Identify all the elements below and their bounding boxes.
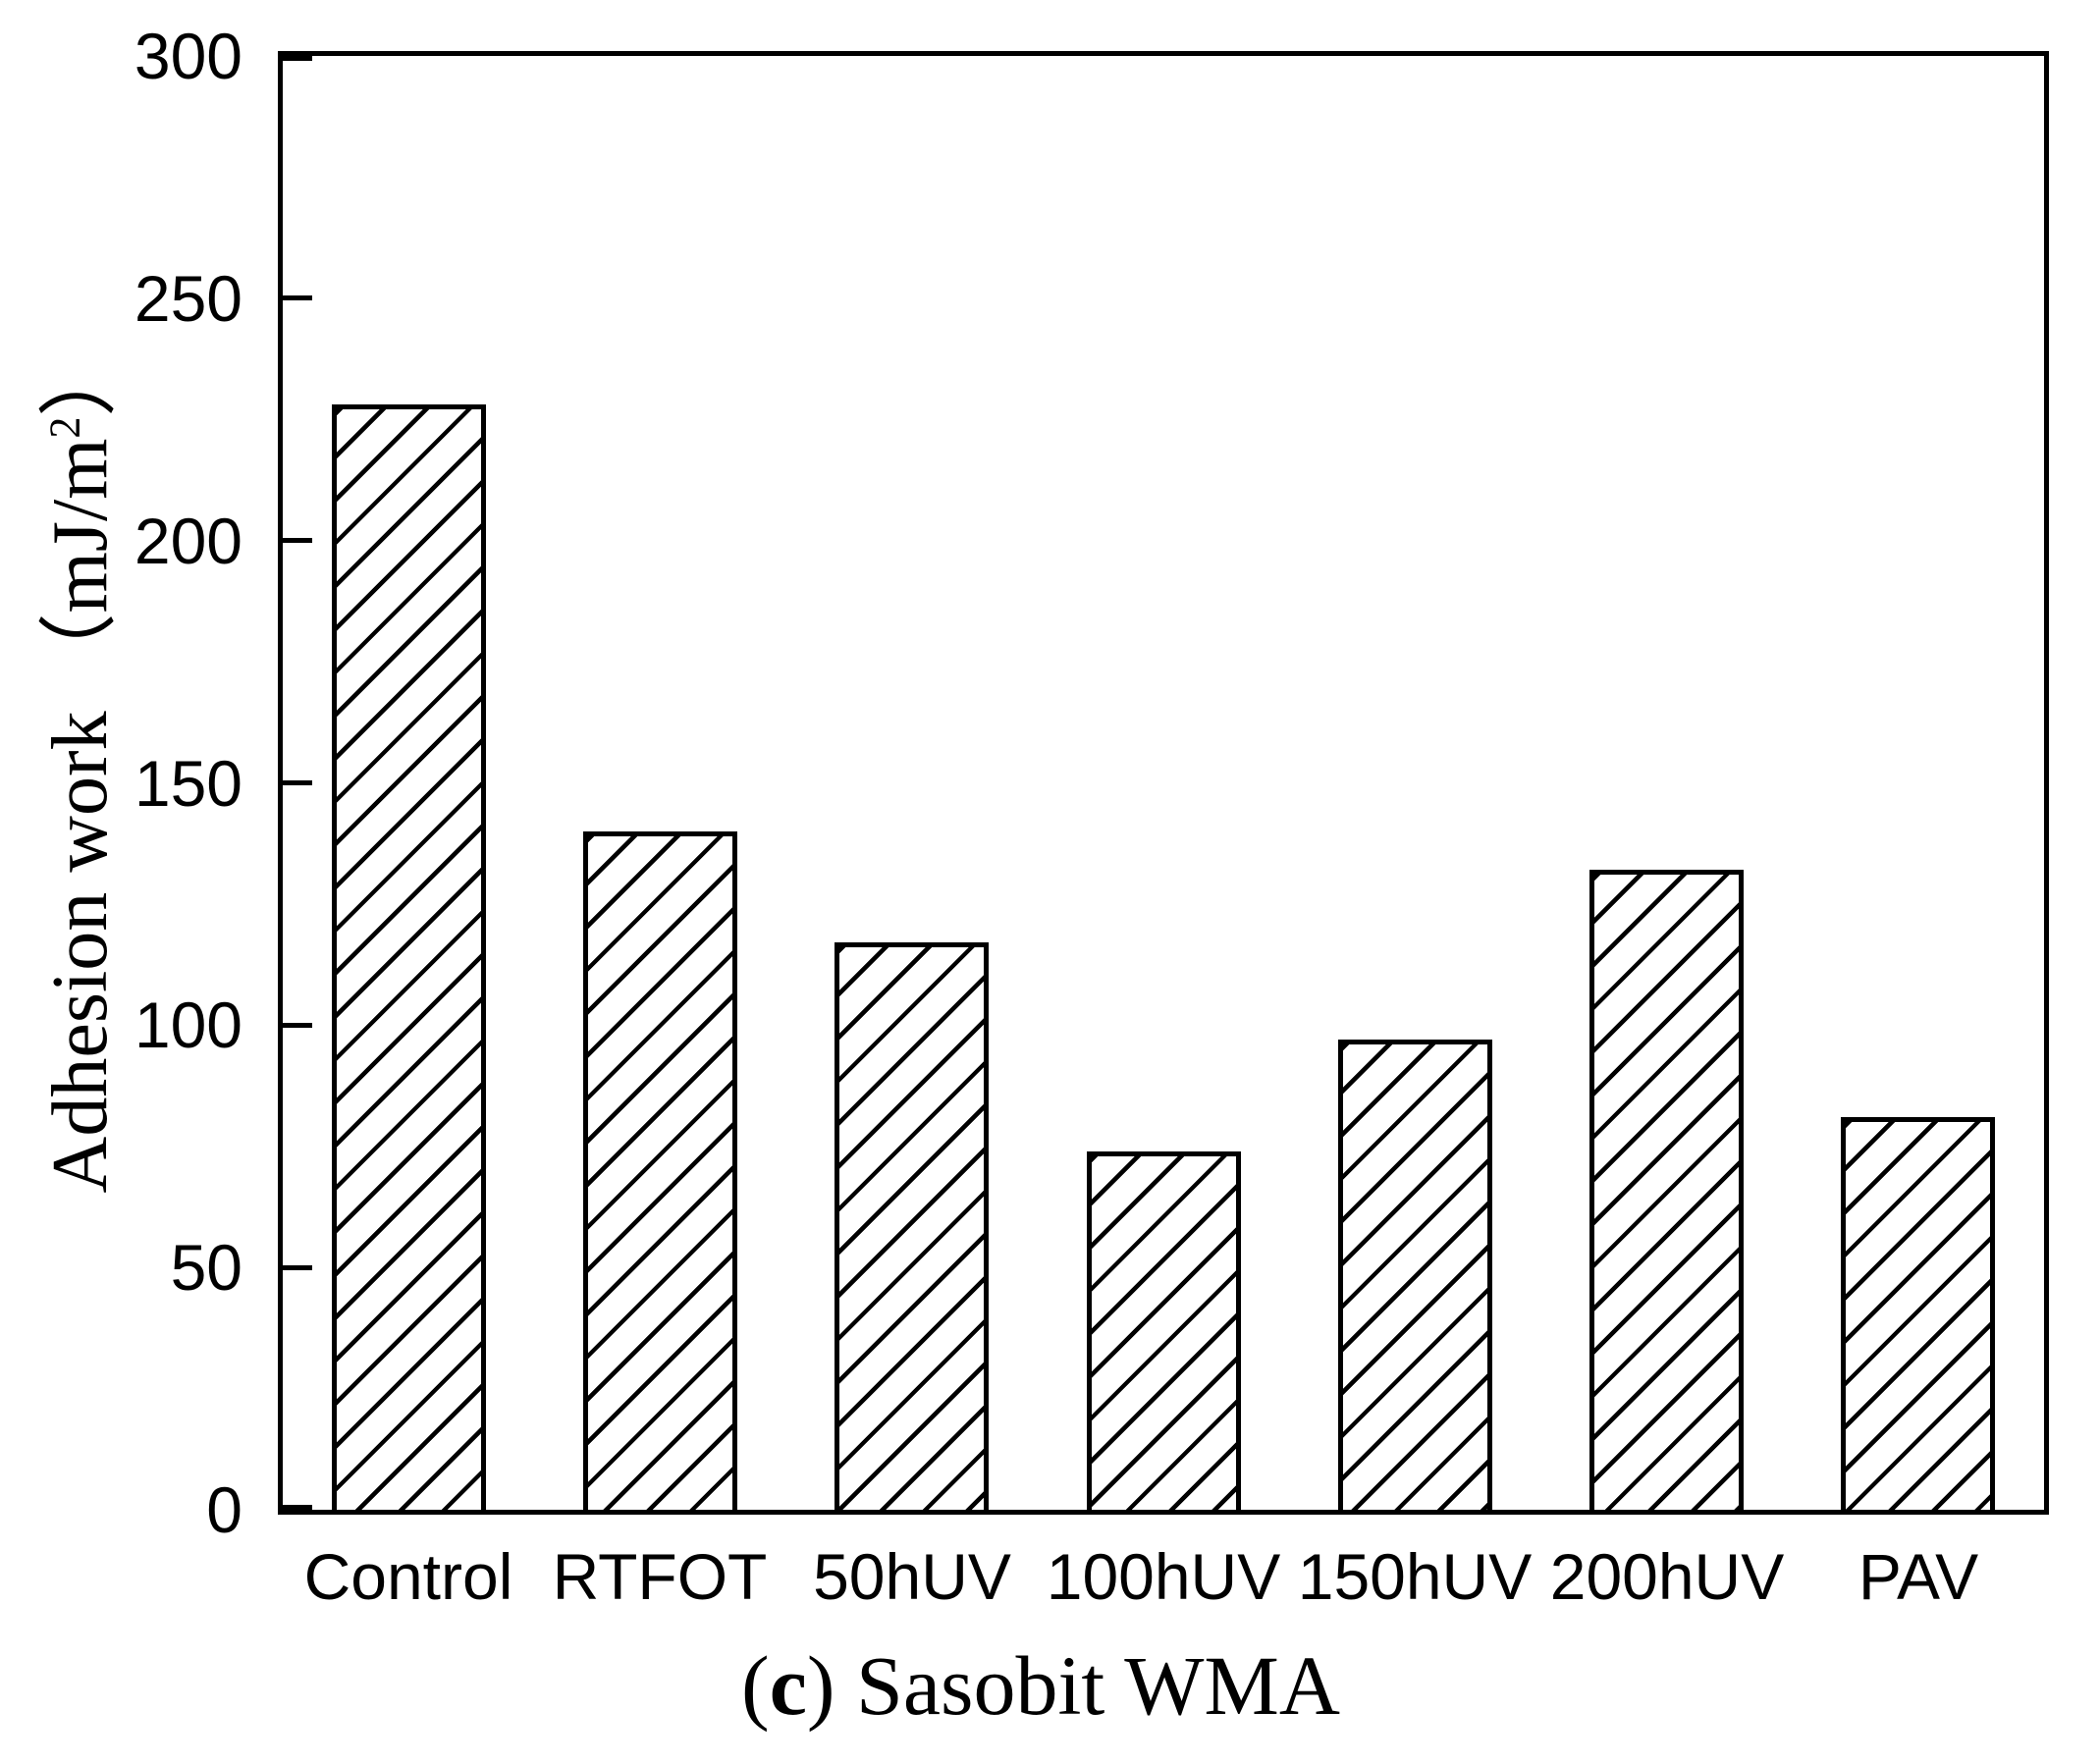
bar-RTFOT — [583, 831, 737, 1510]
y-tick-200 — [283, 538, 312, 543]
y-tick-150 — [283, 780, 312, 785]
y-tick-label-250: 250 — [134, 262, 242, 335]
x-tick-label-RTFOT: RTFOT — [552, 1540, 768, 1613]
x-tick-label-150hUV: 150hUV — [1297, 1540, 1533, 1613]
caption-letter: c — [769, 1638, 807, 1733]
plot-area — [278, 51, 2049, 1515]
y-tick-label-50: 50 — [170, 1231, 242, 1304]
y-tick-label-150: 150 — [134, 747, 242, 820]
y-tick-label-100: 100 — [134, 989, 242, 1061]
y-tick-label-200: 200 — [134, 505, 242, 577]
y-tick-250 — [283, 295, 312, 300]
y-tick-label-300: 300 — [134, 20, 242, 92]
x-tick-label-PAV: PAV — [1858, 1540, 1979, 1613]
bar-100hUV — [1087, 1151, 1241, 1510]
chart-caption: (c) Sasobit WMA — [255, 1631, 1826, 1739]
bar-150hUV — [1338, 1040, 1492, 1510]
y-axis-title-superscript: 2 — [40, 416, 89, 439]
y-tick-label-0: 0 — [206, 1473, 242, 1546]
y-tick-50 — [283, 1265, 312, 1270]
x-tick-label-100hUV: 100hUV — [1046, 1540, 1281, 1613]
bar-PAV — [1841, 1117, 1995, 1510]
caption-text: ) Sasobit WMA — [806, 1638, 1340, 1733]
y-tick-100 — [283, 1023, 312, 1028]
y-tick-0 — [283, 1505, 312, 1510]
y-tick-300 — [283, 56, 312, 61]
caption-paren-open: ( — [741, 1638, 770, 1733]
bar-Control — [332, 404, 486, 1510]
x-tick-label-200hUV: 200hUV — [1549, 1540, 1785, 1613]
bar-50hUV — [835, 942, 989, 1510]
x-tick-label-50hUV: 50hUV — [813, 1540, 1011, 1613]
bar-200hUV — [1589, 870, 1744, 1510]
x-tick-label-Control: Control — [303, 1540, 513, 1613]
y-axis-title-close: ） — [37, 338, 124, 417]
